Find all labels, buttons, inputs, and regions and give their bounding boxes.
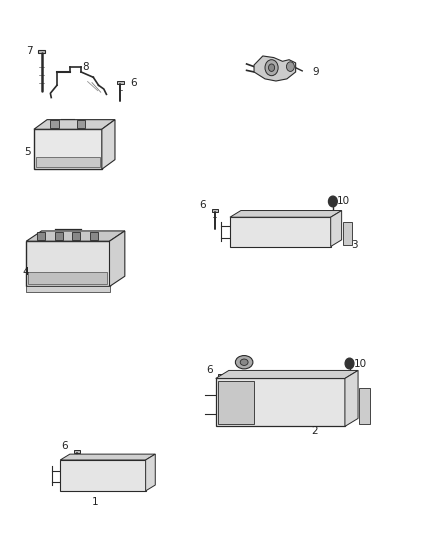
Ellipse shape [235,356,253,369]
Bar [218,381,254,424]
Bar [55,232,63,240]
Text: 2: 2 [311,426,318,435]
Text: 3: 3 [351,240,358,250]
Polygon shape [60,454,155,460]
Polygon shape [102,120,115,169]
Bar [90,232,98,240]
Polygon shape [110,231,125,287]
Bar [212,209,218,212]
Polygon shape [216,370,358,378]
Polygon shape [230,217,331,246]
Bar [74,450,80,453]
Text: 10: 10 [337,197,350,206]
Text: 6: 6 [199,200,206,210]
Polygon shape [34,130,102,169]
Circle shape [345,358,354,369]
Circle shape [286,62,294,71]
Text: 8: 8 [82,62,89,71]
Text: 4: 4 [22,267,29,277]
Text: 1: 1 [92,497,99,507]
Polygon shape [345,370,358,426]
Bar [218,374,224,377]
Bar [77,120,85,128]
Circle shape [265,60,278,76]
Polygon shape [26,231,125,241]
Circle shape [328,196,337,207]
Polygon shape [331,211,342,246]
Polygon shape [60,460,145,491]
Text: 9: 9 [312,67,319,77]
Text: 6: 6 [130,78,137,87]
Bar [28,272,107,284]
Polygon shape [26,241,110,287]
Ellipse shape [240,359,248,366]
Text: 10: 10 [354,359,367,368]
Text: 7: 7 [26,46,33,55]
Bar [117,81,124,84]
Bar [37,232,45,240]
Polygon shape [230,211,342,217]
Bar [36,157,99,166]
Bar [343,222,352,245]
Polygon shape [254,56,296,81]
Bar [72,232,80,240]
Bar [38,50,45,53]
Text: 5: 5 [24,147,31,157]
Text: 6: 6 [206,366,213,375]
Polygon shape [216,378,345,426]
Polygon shape [145,454,155,491]
Polygon shape [34,120,115,130]
Bar [359,388,370,424]
Circle shape [268,64,275,71]
Text: 6: 6 [61,441,68,451]
Bar [26,287,110,292]
Bar [50,120,59,128]
